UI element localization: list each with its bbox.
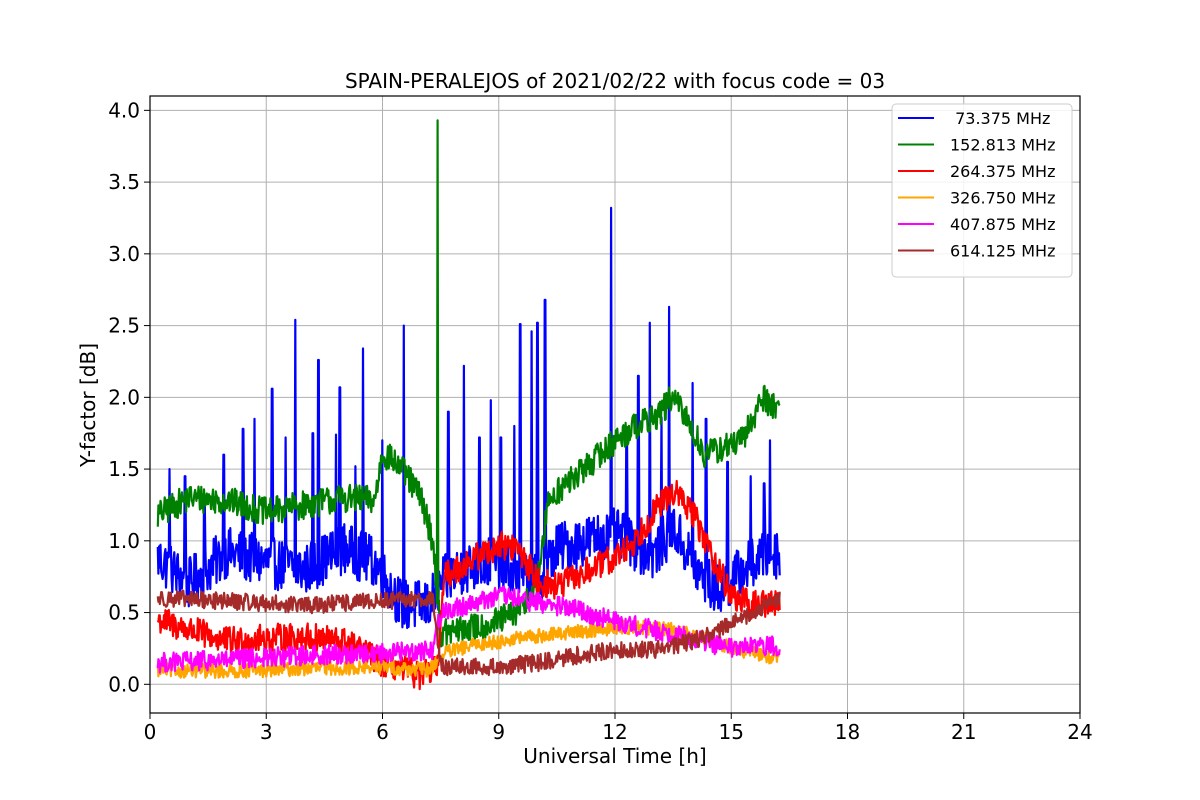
- y-tick-label: 2.0: [108, 385, 140, 409]
- x-tick-label: 3: [260, 720, 273, 744]
- y-tick-label: 3.5: [108, 170, 140, 194]
- x-axis-label: Universal Time [h]: [523, 744, 706, 768]
- x-tick-label: 12: [602, 720, 627, 744]
- x-tick-label: 21: [951, 720, 976, 744]
- series-line-4: [156, 585, 781, 674]
- y-ticks: 0.0 0.5 1.0 1.5 2.0 2.5 3.0 3.5 4.0: [108, 98, 150, 696]
- legend-label: 614.125 MHz: [950, 242, 1055, 261]
- x-ticks: 0 3 6 9 12 15 18 21 24: [144, 713, 1093, 744]
- y-tick-label: 4.0: [108, 98, 140, 122]
- x-tick-label: 0: [144, 720, 157, 744]
- series-group: [156, 119, 781, 691]
- y-tick-label: 0.0: [108, 672, 140, 696]
- legend-label: 407.875 MHz: [950, 215, 1055, 234]
- series-line-1: [156, 119, 781, 648]
- y-tick-label: 1.5: [108, 457, 140, 481]
- series-line-0: [156, 206, 781, 630]
- legend-box: [891, 103, 1073, 278]
- legend-label: 73.375 MHz: [950, 109, 1050, 128]
- y-tick-label: 2.5: [108, 314, 140, 338]
- series-line-5: [156, 589, 781, 677]
- y-tick-label: 3.0: [108, 242, 140, 266]
- legend-label: 326.750 MHz: [950, 189, 1055, 208]
- x-tick-label: 9: [492, 720, 505, 744]
- y-tick-label: 0.5: [108, 601, 140, 625]
- x-tick-label: 6: [376, 720, 389, 744]
- legend-label: 264.375 MHz: [950, 162, 1055, 181]
- chart-title: SPAIN-PERALEJOS of 2021/02/22 with focus…: [345, 69, 885, 93]
- y-axis-label: Y-factor [dB]: [76, 343, 100, 468]
- x-tick-label: 15: [719, 720, 744, 744]
- legend-label: 152.813 MHz: [950, 136, 1055, 155]
- y-tick-label: 1.0: [108, 529, 140, 553]
- legend: 73.375 MHz 152.813 MHz 264.375 MHz 326.750 …: [891, 103, 1073, 278]
- series-line-2: [156, 479, 781, 691]
- x-tick-label: 24: [1067, 720, 1092, 744]
- x-tick-label: 18: [835, 720, 860, 744]
